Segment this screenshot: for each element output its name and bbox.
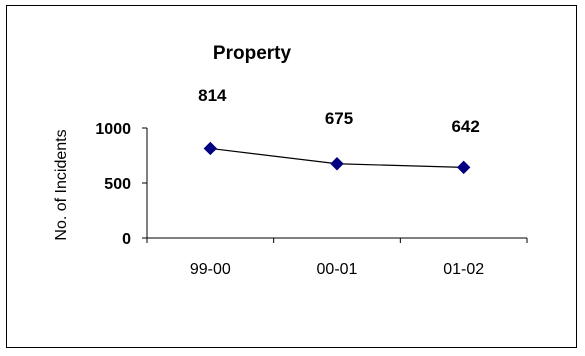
y-tick-label: 1000 <box>95 121 131 138</box>
data-point-marker <box>203 141 218 156</box>
y-tick-label: 0 <box>122 231 131 248</box>
y-tick-label: 500 <box>104 176 131 193</box>
x-tick-label: 99-00 <box>190 261 231 278</box>
data-point-marker <box>456 160 471 175</box>
data-label: 642 <box>451 117 479 136</box>
data-label: 675 <box>325 109 353 128</box>
x-tick-label: 01-02 <box>443 261 484 278</box>
y-axis-label: No. of Incidents <box>53 129 70 240</box>
chart-frame <box>6 5 577 348</box>
data-label: 814 <box>198 86 227 105</box>
data-point-marker <box>330 157 344 171</box>
x-tick-label: 00-01 <box>317 261 358 278</box>
chart-title: Property <box>213 43 292 64</box>
